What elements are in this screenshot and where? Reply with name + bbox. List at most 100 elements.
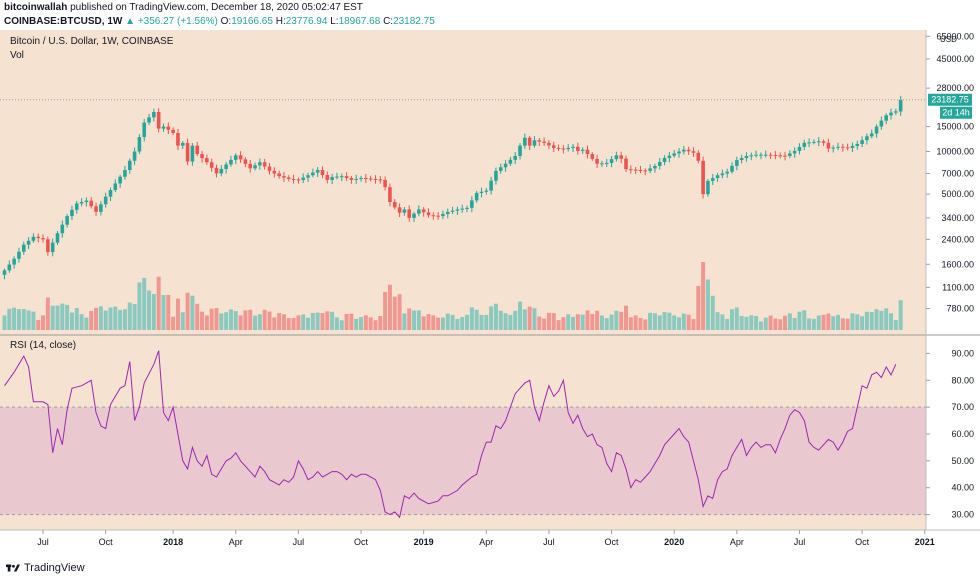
high-label: H: xyxy=(275,16,286,27)
volume-bar xyxy=(869,312,874,330)
volume-bar xyxy=(89,310,94,330)
candle-body xyxy=(70,209,74,217)
volume-bar xyxy=(175,298,180,330)
price-tick-label: 10000.00 xyxy=(936,146,974,156)
volume-bar xyxy=(262,309,267,330)
candle-body xyxy=(725,171,729,174)
volume-bar xyxy=(277,312,282,330)
candle-body xyxy=(161,126,166,129)
price-tick-label: 65000.00 xyxy=(936,31,974,41)
candle-body xyxy=(137,137,142,152)
volume-bar xyxy=(763,317,768,330)
price-tick-label: 15000.00 xyxy=(936,122,974,132)
volume-bar xyxy=(79,314,84,330)
volume-bar xyxy=(469,307,474,330)
candle-body xyxy=(884,115,888,121)
candle-body xyxy=(633,169,638,171)
volume-bar xyxy=(681,313,686,330)
candle-body xyxy=(547,142,551,146)
candle-body xyxy=(604,162,609,164)
candle-body xyxy=(31,236,36,241)
candle-body xyxy=(826,142,831,149)
volume-bar xyxy=(609,314,614,330)
volume-bar xyxy=(41,315,46,330)
volume-bar xyxy=(696,285,701,330)
price-tick-label: 3400.00 xyxy=(941,213,974,223)
candle-body xyxy=(710,178,715,181)
chart[interactable]: 65000.00 45000.00 28000.00 15000.00 10000.00… xyxy=(0,30,980,558)
volume-bar xyxy=(113,306,118,330)
candle-body xyxy=(262,162,267,167)
rsi-tick-label: 90.00 xyxy=(951,348,974,358)
rsi-band xyxy=(0,407,926,515)
volume-bar xyxy=(373,320,378,330)
candle-body xyxy=(306,175,310,178)
volume-bar xyxy=(450,314,455,330)
candle-body xyxy=(311,172,315,176)
candle-body xyxy=(233,155,238,160)
volume-bar xyxy=(166,294,171,330)
candle-body xyxy=(258,162,262,166)
candle-body xyxy=(65,216,69,225)
volume-bar xyxy=(26,310,31,330)
candle-body xyxy=(662,157,667,162)
volume-bar xyxy=(590,313,595,330)
candle-body xyxy=(84,200,89,203)
candle-body xyxy=(643,170,648,172)
candle-body xyxy=(79,202,84,204)
candle-body xyxy=(205,158,209,163)
volume-bar xyxy=(508,314,513,330)
volume-bar xyxy=(455,318,460,330)
volume-bar xyxy=(744,316,749,330)
price-tick-label: 1600.00 xyxy=(941,259,974,269)
candle-body xyxy=(841,146,845,148)
candle-body xyxy=(152,111,156,118)
candle-body xyxy=(571,146,575,148)
volume-bar xyxy=(628,317,633,330)
candle-body xyxy=(749,155,754,157)
volume-bar xyxy=(754,316,759,330)
candle-body xyxy=(50,242,55,253)
candle-body xyxy=(436,215,440,217)
volume-bar xyxy=(156,276,161,330)
volume-bar xyxy=(758,321,763,330)
price-axis-labels: 65000.00 45000.00 28000.00 15000.00 10000.00… xyxy=(926,31,974,313)
volume-bar xyxy=(614,310,619,330)
volume-bar xyxy=(248,309,253,330)
candle-body xyxy=(479,191,484,193)
price-tick-label: 28000.00 xyxy=(936,83,974,93)
volume-bar xyxy=(773,318,778,330)
volume-bar xyxy=(69,312,74,330)
volume-bar xyxy=(879,310,884,330)
time-axis-background xyxy=(0,530,980,558)
volume-bar xyxy=(739,315,744,330)
volume-bar xyxy=(657,315,662,330)
candle-body xyxy=(320,170,325,175)
volume-bar xyxy=(344,313,349,330)
candle-body xyxy=(783,155,787,157)
candle-body xyxy=(686,149,691,152)
candle-body xyxy=(788,153,792,156)
candle-body xyxy=(807,142,811,144)
volume-bar xyxy=(561,317,566,330)
candle-body xyxy=(441,213,445,217)
candle-body xyxy=(874,126,879,134)
volume-bar xyxy=(503,313,508,330)
volume-bar xyxy=(137,282,142,330)
volume-bar xyxy=(826,313,831,330)
volume-bar xyxy=(730,309,735,330)
candle-body xyxy=(46,239,50,253)
candle-body xyxy=(335,176,339,178)
volume-bar xyxy=(734,307,739,330)
candle-body xyxy=(735,160,739,166)
last-price-value: 23182.75 xyxy=(931,95,969,105)
candle-body xyxy=(730,165,734,172)
rsi-tick-label: 30.00 xyxy=(951,510,974,520)
time-tick-label: Jul xyxy=(543,537,555,547)
volume-bar xyxy=(527,306,532,330)
candle-body xyxy=(166,126,171,130)
candle-body xyxy=(523,137,527,146)
candle-body xyxy=(238,155,243,160)
candle-body xyxy=(17,251,21,259)
volume-bar xyxy=(445,313,450,330)
